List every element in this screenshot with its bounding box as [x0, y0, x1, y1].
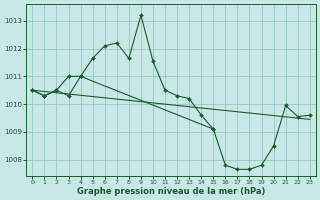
X-axis label: Graphe pression niveau de la mer (hPa): Graphe pression niveau de la mer (hPa): [77, 187, 265, 196]
